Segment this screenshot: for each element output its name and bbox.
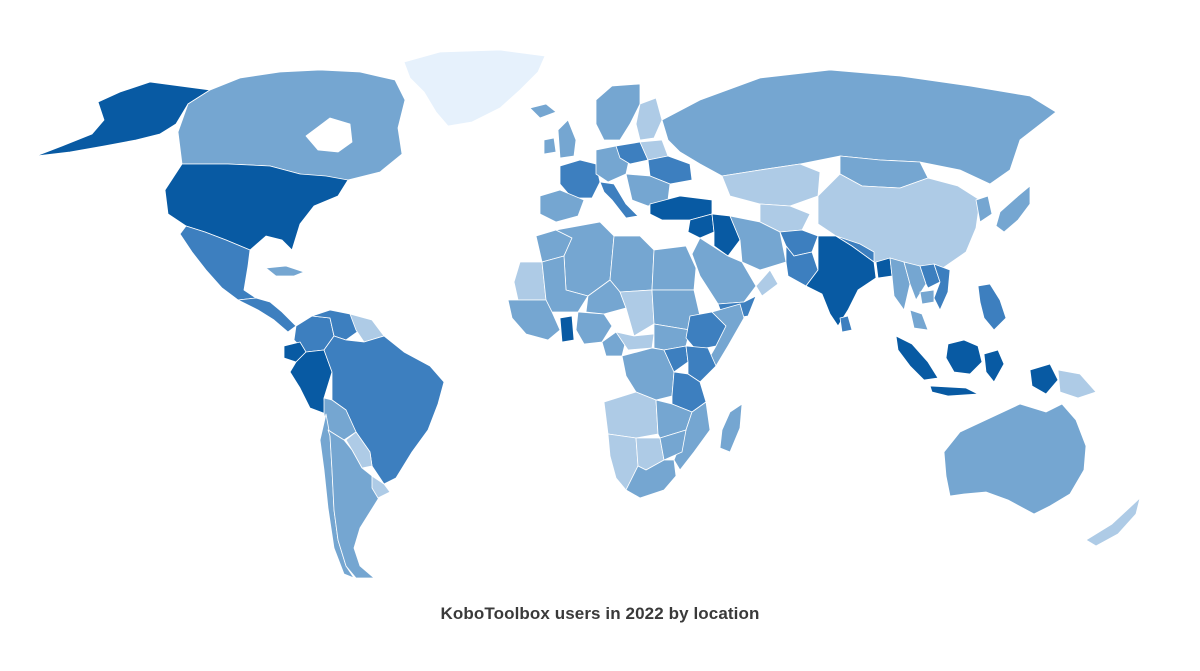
region-sulawesi — [983, 349, 1005, 383]
region-bolivia — [323, 397, 357, 441]
region-new-zealand — [1085, 497, 1141, 547]
region-australia — [943, 403, 1087, 515]
region-ireland — [543, 137, 557, 155]
region-borneo — [945, 339, 983, 375]
region-nepal — [835, 235, 875, 263]
region-cambodia — [919, 289, 935, 305]
region-alaska — [35, 81, 211, 157]
region-greenland — [403, 49, 546, 127]
region-venezuela — [311, 309, 361, 341]
region-oman — [755, 269, 779, 297]
region-argentina — [327, 429, 381, 579]
region-mauritania — [513, 261, 547, 301]
map-container — [35, 49, 1141, 579]
region-italy — [599, 181, 639, 219]
region-central-african-republic — [615, 331, 655, 351]
region-philippines — [977, 283, 1007, 331]
region-korea — [975, 195, 993, 223]
region-iceland — [529, 103, 557, 119]
region-west-africa-coast — [507, 299, 561, 341]
region-malaysia — [909, 309, 929, 331]
region-vietnam — [933, 263, 951, 311]
region-russia — [661, 69, 1057, 185]
region-bangladesh — [875, 257, 893, 279]
region-uruguay — [371, 475, 391, 499]
region-hudson-bay — [305, 117, 353, 153]
region-japan — [995, 185, 1031, 233]
region-finland — [635, 97, 663, 141]
region-cuba — [265, 265, 305, 277]
region-madagascar — [719, 403, 743, 453]
region-egypt — [651, 245, 697, 291]
region-south-africa — [625, 459, 677, 499]
region-sumatra — [895, 335, 939, 381]
region-sri-lanka — [839, 315, 853, 333]
region-spain-and-portugal — [539, 189, 585, 223]
region-angola — [603, 391, 659, 439]
region-united-kingdom — [557, 119, 577, 159]
region-central-america — [237, 297, 297, 333]
region-new-guinea-west — [1029, 363, 1059, 395]
world-choropleth-map — [35, 49, 1141, 579]
region-ghana — [559, 315, 575, 343]
region-laos — [919, 263, 941, 289]
region-scandinavia — [595, 83, 641, 141]
country-regions — [35, 49, 1141, 579]
region-java — [929, 385, 979, 397]
region-iran — [729, 215, 787, 271]
region-poland — [615, 141, 649, 165]
region-syria — [687, 213, 715, 239]
region-papua-new-guinea — [1057, 369, 1097, 399]
region-chad — [619, 289, 655, 337]
region-libya — [609, 235, 655, 293]
region-zimbabwe — [659, 429, 687, 461]
region-france — [559, 159, 601, 199]
map-caption: KoboToolbox users in 2022 by location — [440, 604, 760, 623]
